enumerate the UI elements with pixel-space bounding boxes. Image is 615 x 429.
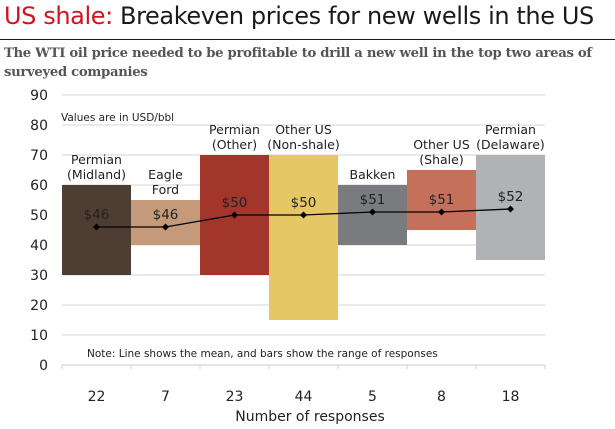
mean-marker xyxy=(300,211,307,219)
category-label: Permian xyxy=(209,122,260,137)
x-tick-label: 22 xyxy=(88,389,106,405)
category-label: (Midland) xyxy=(67,167,126,182)
title-rest: Breakeven prices for new wells in the US xyxy=(112,2,594,30)
y-tick-label: 10 xyxy=(30,328,48,344)
mean-marker xyxy=(438,208,445,216)
mean-marker xyxy=(162,223,169,231)
category-labels: Permian(Midland) EagleFordPermian(Other)O… xyxy=(67,122,545,197)
x-tick-label: 5 xyxy=(368,389,377,405)
y-axis-ticks: 0 10 20 30 40 50 60 70 80 90 xyxy=(30,88,48,374)
x-tick-label: 7 xyxy=(161,389,170,405)
mean-value-label: $46 xyxy=(84,207,110,223)
category-label: (Delaware) xyxy=(476,137,545,152)
category-label: Eagle xyxy=(148,167,183,182)
x-axis: 22 7 23 44 5 8 18 xyxy=(61,364,546,405)
footnote: Note: Line shows the mean, and bars show… xyxy=(87,348,438,360)
category-label: Ford xyxy=(152,182,179,197)
x-tick-label: 18 xyxy=(502,389,520,405)
y-tick-label: 80 xyxy=(30,118,48,134)
title-divider xyxy=(0,39,615,40)
y-tick-label: 30 xyxy=(30,268,48,284)
mean-marker xyxy=(369,208,376,216)
range-bars xyxy=(62,155,545,320)
mean-marker xyxy=(231,211,238,219)
title-accent: US shale: xyxy=(4,2,113,30)
range-bar xyxy=(269,155,338,320)
mean-value-label: $50 xyxy=(222,195,248,211)
x-tick-label: 8 xyxy=(437,389,446,405)
x-tick-label: 44 xyxy=(295,389,313,405)
range-bar xyxy=(407,170,476,230)
category-label: Other US xyxy=(275,122,332,137)
y-tick-label: 50 xyxy=(30,208,48,224)
y-tick-label: 90 xyxy=(30,88,48,104)
y-tick-label: 60 xyxy=(30,178,48,194)
y-tick-label: 20 xyxy=(30,298,48,314)
mean-value-label: $51 xyxy=(360,192,386,208)
category-label: Other US xyxy=(413,137,470,152)
chart-title: US shale: Breakeven prices for new wells… xyxy=(4,2,594,30)
category-label: (Non-shale) xyxy=(267,137,339,152)
mean-value-label: $51 xyxy=(429,192,455,208)
category-label: Bakken xyxy=(350,167,396,182)
mean-value-labels: $46 $46 $50 $50 $51 $51 $52 xyxy=(84,189,524,223)
y-tick-label: 0 xyxy=(39,358,48,374)
category-label: Permian xyxy=(485,122,536,137)
mean-value-label: $50 xyxy=(291,195,317,211)
mean-line-group xyxy=(93,205,514,231)
units-note: Values are in USD/bbl xyxy=(61,112,174,124)
mean-marker xyxy=(507,205,514,213)
y-tick-label: 70 xyxy=(30,148,48,164)
x-axis-label: Number of responses xyxy=(235,409,385,425)
y-tick-label: 40 xyxy=(30,238,48,254)
category-label: (Other) xyxy=(212,137,257,152)
mean-marker xyxy=(93,223,100,231)
mean-value-label: $52 xyxy=(498,189,524,205)
chart-subtitle: The WTI oil price needed to be profitabl… xyxy=(4,46,592,80)
category-label: Permian xyxy=(71,152,122,167)
x-tick-label: 23 xyxy=(226,389,244,405)
mean-value-label: $46 xyxy=(153,207,179,223)
category-label: (Shale) xyxy=(419,152,463,167)
